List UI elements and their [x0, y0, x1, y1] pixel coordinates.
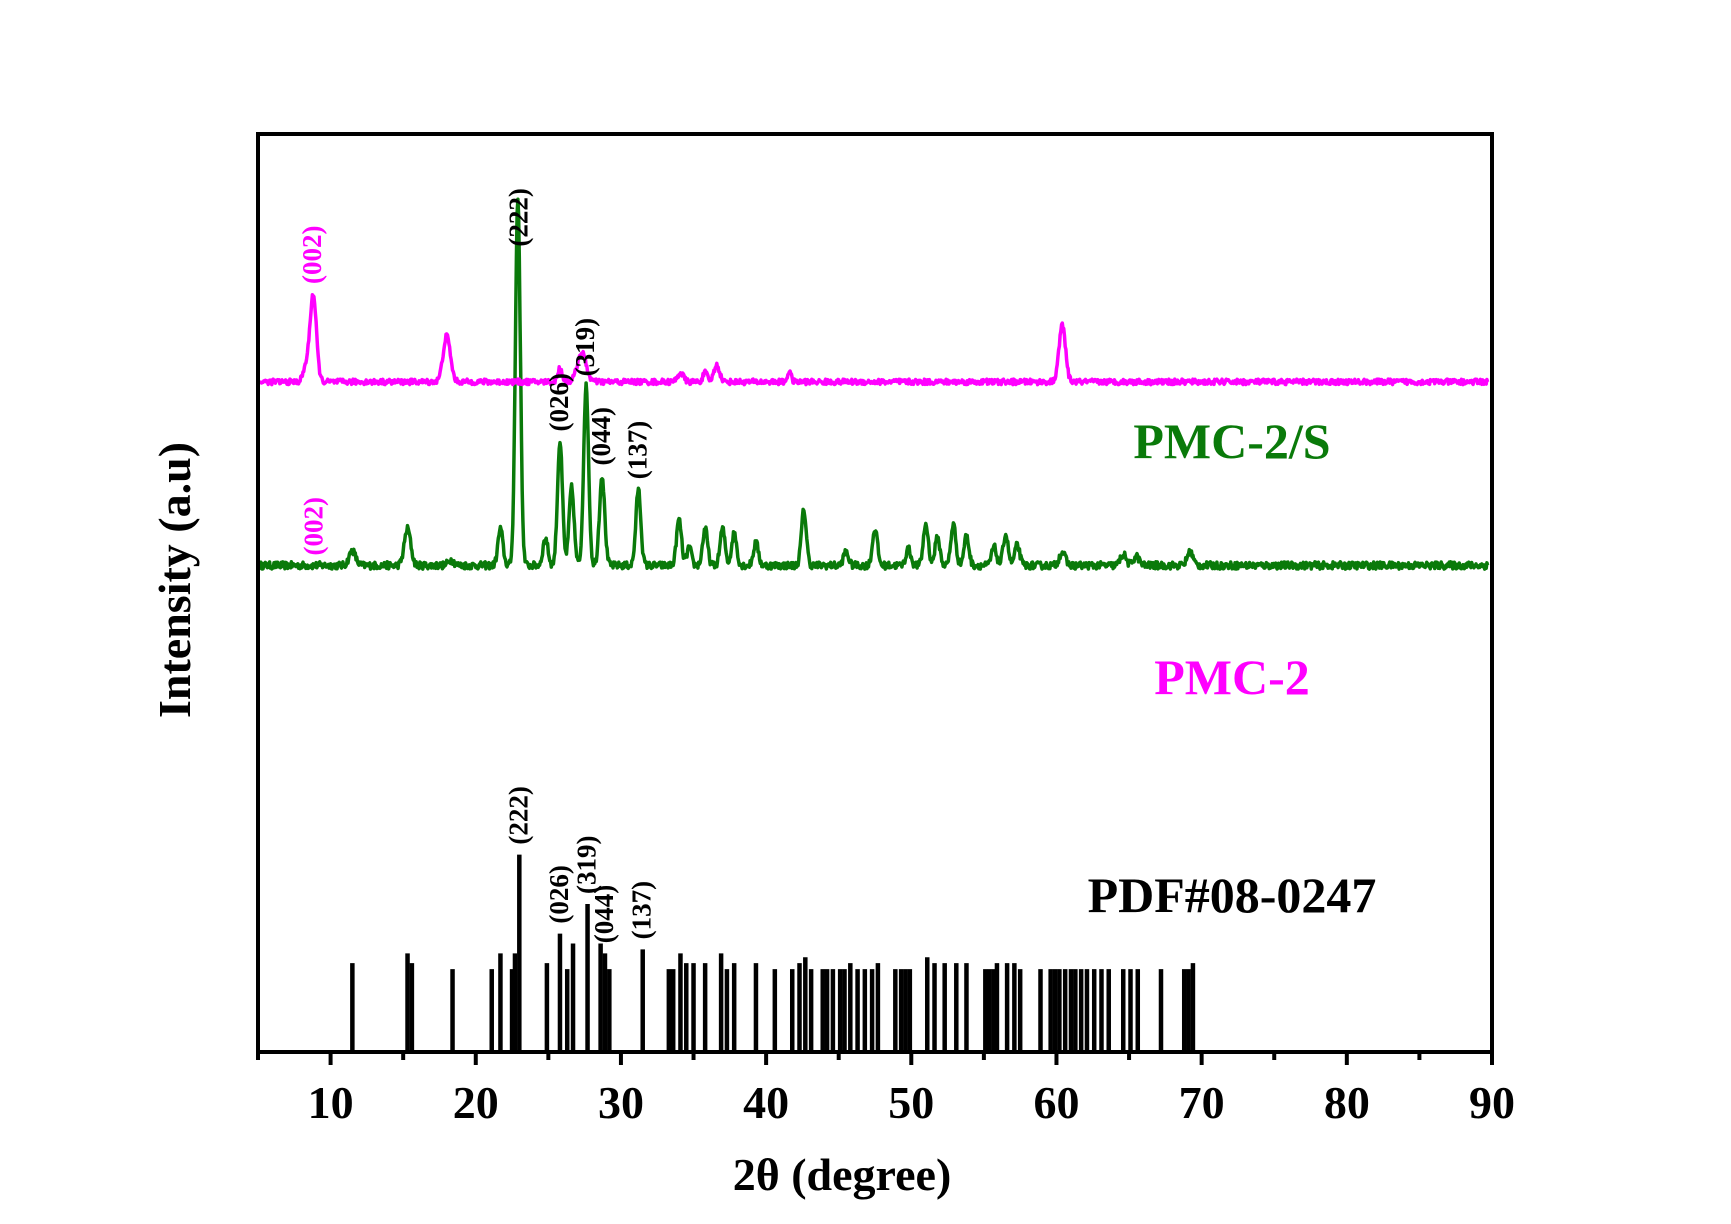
peak-label: (044) [586, 407, 616, 465]
plot-area: PMC-2/S PMC-2 PDF#08-0247 (002) (002) (222) (0… [257, 188, 1490, 1052]
peak-label: (319) [572, 836, 602, 894]
y-axis-label: Intensity (a.u) [149, 442, 200, 718]
x-tick-label: 40 [743, 1077, 789, 1128]
peak-label: (026) [544, 373, 574, 431]
plot-frame [256, 132, 1494, 1054]
x-axis-label: 2θ (degree) [733, 1149, 952, 1200]
peak-label: (002) [297, 226, 327, 284]
series-label-pmc2s: PMC-2/S [1133, 413, 1330, 469]
peak-label: (002) [299, 497, 329, 555]
peak-label: (319) [570, 318, 600, 376]
series-line-pmc2s [257, 197, 1490, 571]
x-tick-label: 80 [1324, 1077, 1370, 1128]
peak-label: (137) [627, 881, 657, 939]
x-tick-label: 20 [453, 1077, 499, 1128]
peak-label: (026) [544, 865, 574, 923]
x-tick-label: 90 [1469, 1077, 1515, 1128]
peak-label: (137) [622, 421, 652, 479]
x-tick-label: 60 [1033, 1077, 1079, 1128]
x-tick-label: 50 [888, 1077, 934, 1128]
series-line-pmc2 [258, 292, 1490, 387]
x-tick-label: 10 [308, 1077, 354, 1128]
peak-label: (044) [589, 885, 619, 943]
axes: 10 20 30 40 50 60 70 80 90 [256, 132, 1515, 1128]
x-tick-label: 30 [598, 1077, 644, 1128]
peak-label: (222) [503, 188, 533, 246]
series-label-pmc2: PMC-2 [1154, 649, 1310, 705]
x-tick-label: 70 [1179, 1077, 1225, 1128]
peak-label: (222) [503, 786, 533, 844]
series-label-reference: PDF#08-0247 [1088, 867, 1377, 923]
